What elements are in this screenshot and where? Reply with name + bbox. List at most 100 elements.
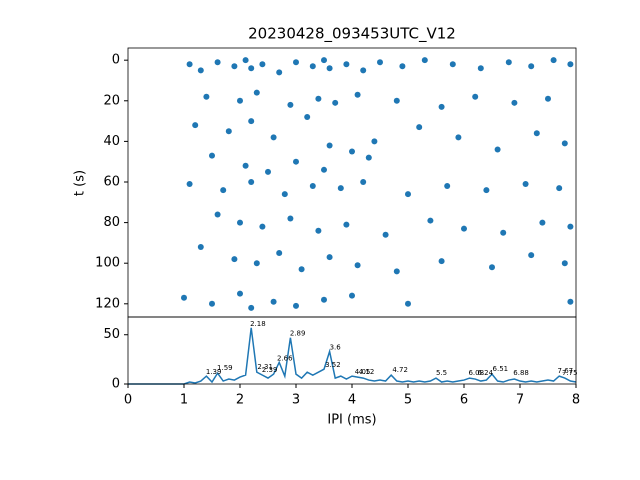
y-tick-label: 120	[95, 296, 120, 311]
y-axis-label: t (s)	[73, 170, 88, 196]
scatter-point	[259, 223, 266, 230]
peak-annotation: 2.18	[250, 320, 266, 328]
scatter-point	[393, 97, 400, 104]
scatter-point	[181, 294, 187, 301]
scatter-point	[461, 225, 467, 232]
scatter-point	[455, 134, 462, 141]
scatter-point	[276, 69, 283, 76]
scatter-point	[382, 231, 389, 238]
peak-annotation: 6.88	[513, 369, 529, 377]
x-axis-label: IPI (ms)	[327, 413, 376, 428]
y-tick-label: 0	[112, 377, 120, 392]
scatter-point	[332, 99, 339, 106]
peak-annotation: 7.67	[558, 367, 574, 375]
scatter-point	[416, 124, 423, 131]
scatter-point	[545, 95, 551, 102]
scatter-point	[421, 57, 428, 64]
scatter-point	[528, 63, 535, 70]
peak-annotation: 7.75	[562, 369, 578, 377]
scatter-point	[293, 302, 299, 309]
scatter-point	[309, 183, 316, 190]
scatter-point	[225, 128, 232, 135]
scatter-point	[287, 215, 294, 222]
scatter-point	[192, 122, 199, 129]
scatter-point	[209, 300, 215, 307]
scatter-point	[197, 243, 204, 250]
scatter-point	[248, 304, 255, 311]
scatter-point	[242, 162, 249, 169]
scatter-point	[197, 67, 204, 74]
scatter-point	[321, 296, 327, 303]
scatter-point	[237, 97, 243, 104]
peak-annotation: 6.08	[468, 369, 484, 377]
scatter-point	[349, 148, 355, 155]
peak-annotation: 4.72	[392, 366, 408, 374]
scatter-point	[567, 298, 574, 305]
scatter-point	[522, 181, 529, 188]
scatter-point	[248, 65, 255, 72]
scatter-point	[405, 191, 411, 198]
scatter-point	[248, 178, 255, 185]
scatter-point	[360, 67, 367, 74]
scatter-point	[427, 217, 434, 224]
scatter-point	[360, 178, 367, 185]
peak-annotation: 4.12	[359, 368, 375, 376]
scatter-point	[393, 268, 400, 275]
scatter-point	[561, 260, 568, 267]
scatter-point	[270, 298, 277, 305]
x-tick-label: 2	[236, 393, 244, 408]
histogram-line	[128, 327, 577, 385]
scatter-point	[511, 99, 518, 106]
scatter-point	[237, 290, 243, 297]
scatter-point	[438, 258, 445, 265]
scatter-point	[209, 152, 215, 159]
scatter-point	[281, 191, 288, 198]
scatter-point	[505, 59, 512, 66]
scatter-point	[231, 63, 238, 70]
scatter-point	[377, 59, 383, 66]
peak-annotation: 2.66	[277, 354, 293, 362]
y-tick-label: 20	[103, 93, 120, 108]
scatter-point	[293, 59, 299, 66]
scatter-point	[561, 140, 568, 147]
scatter-point	[259, 61, 266, 68]
scatter-point	[293, 158, 299, 165]
scatter-point	[349, 292, 355, 299]
scatter-point	[494, 146, 501, 153]
scatter-point	[472, 93, 479, 100]
scatter-point	[399, 63, 406, 70]
scatter-point	[248, 118, 255, 125]
x-tick-label: 0	[124, 393, 132, 408]
scatter-point	[220, 187, 227, 194]
scatter-point	[265, 168, 271, 175]
x-tick-label: 4	[348, 393, 356, 408]
scatter-point	[203, 93, 210, 100]
peak-annotation: 2.39	[262, 366, 278, 374]
scatter-point	[556, 185, 563, 192]
scatter-point	[315, 227, 322, 234]
x-tick-label: 8	[572, 393, 580, 408]
scatter-point	[253, 260, 260, 267]
scatter-point	[343, 221, 350, 228]
scatter-point	[449, 61, 456, 68]
peak-annotation: 1.59	[217, 364, 233, 372]
peak-annotation: 1.39	[206, 368, 222, 376]
scatter-point	[276, 250, 283, 257]
scatter-point	[326, 142, 333, 149]
scatter-point	[371, 138, 378, 145]
scatter-point	[315, 95, 322, 102]
scatter-point	[567, 223, 574, 230]
peak-annotation: 2.89	[290, 330, 306, 338]
scatter-point	[242, 57, 249, 64]
chart-title: 20230428_093453UTC_V12	[248, 25, 456, 44]
scatter-point	[231, 256, 238, 263]
y-tick-label: 40	[103, 134, 120, 149]
scatter-point	[326, 254, 333, 261]
x-tick-label: 6	[460, 393, 468, 408]
scatter-point	[528, 252, 535, 259]
peak-annotation: 6.51	[493, 365, 509, 373]
peak-annotation: 3.52	[325, 361, 341, 369]
scatter-point	[214, 59, 221, 66]
